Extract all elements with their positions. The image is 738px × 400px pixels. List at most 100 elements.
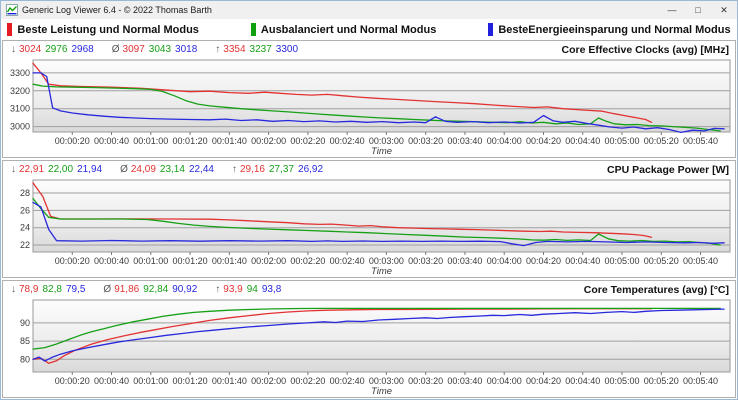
stat-value: 21,94 — [77, 164, 103, 175]
x-axis-title: Time — [371, 266, 392, 277]
stat-value: 3097 — [122, 44, 145, 55]
x-tick-label: 00:01:20 — [173, 136, 208, 146]
stat-group-max: ↑ 3354 3237 3300 — [215, 44, 302, 55]
stat-value: 94 — [246, 284, 258, 295]
x-tick-label: 00:04:20 — [526, 376, 561, 386]
y-tick-label: 85 — [20, 336, 30, 346]
y-tick-label: 28 — [20, 188, 30, 198]
x-tick-label: 00:02:40 — [330, 136, 365, 146]
maximize-button[interactable]: □ — [695, 5, 701, 15]
chart-plot-package-power: 22 24 26 28 00:00:20 00:00:40 00:01:00 00:01:20… — [20, 179, 731, 277]
x-tick-label: 00:04:40 — [565, 376, 600, 386]
x-tick-label: 00:05:20 — [644, 376, 679, 386]
series-line-2 — [32, 308, 725, 362]
y-tick-label: 90 — [20, 318, 30, 328]
max-symbol-icon: ↑ — [231, 164, 237, 175]
stat-group-min: ↓ 78,9 82,8 79,5 — [11, 284, 89, 295]
x-tick-label: 00:02:00 — [251, 376, 286, 386]
stat-value: 23,14 — [159, 164, 185, 175]
min-symbol-icon: ↓ — [11, 44, 16, 55]
x-tick-label: 00:03:40 — [447, 256, 482, 266]
x-tick-label: 00:03:00 — [369, 256, 404, 266]
x-tick-label: 00:02:20 — [290, 136, 325, 146]
panel-header: ↓ 22,91 22,00 21,94 Ø 24,09 23,14 22,44 ↑ 29,16 27… — [3, 161, 735, 178]
legend-item-beste-leistung: Beste Leistung und Normal Modus — [7, 23, 199, 36]
stat-value: 93,9 — [223, 284, 243, 295]
stat-value: 79,5 — [65, 284, 86, 295]
x-tick-label: 00:00:20 — [55, 136, 90, 146]
stat-value: 90,92 — [172, 284, 198, 295]
stat-group-max: ↑ 29,16 27,37 26,92 — [232, 164, 327, 175]
x-tick-label: 00:00:40 — [94, 376, 129, 386]
panel-header: ↓ 78,9 82,8 79,5 Ø 91,86 92,84 90,92 ↑ 93,9 94 93,8… — [3, 281, 735, 298]
x-tick-label: 00:04:00 — [487, 136, 522, 146]
chart-title-package-power: CPU Package Power [W] — [607, 163, 729, 176]
legend-bar: Beste Leistung und Normal Modus Ausbalan… — [1, 19, 737, 40]
x-tick-label: 00:01:20 — [173, 376, 208, 386]
panel-package-power: ↓ 22,91 22,00 21,94 Ø 24,09 23,14 22,44 ↑ 29,16 27… — [2, 160, 736, 278]
y-tick-label: 24 — [20, 223, 30, 233]
y-tick-label: 80 — [20, 354, 30, 364]
titlebar: Generic Log Viewer 6.4 - © 2022 Thomas B… — [1, 1, 737, 19]
avg-symbol-icon: Ø — [120, 164, 128, 175]
legend-swatch-red — [7, 23, 13, 36]
x-tick-label: 00:02:20 — [290, 376, 325, 386]
x-tick-label: 00:05:20 — [644, 256, 679, 266]
series-line-0 — [32, 62, 653, 123]
plot-area — [32, 299, 731, 373]
avg-symbol-icon: Ø — [103, 284, 112, 295]
x-tick-label: 00:02:40 — [330, 256, 365, 266]
chart-title-core-clocks: Core Effective Clocks (avg) [MHz] — [561, 43, 729, 56]
x-tick-label: 00:04:00 — [487, 256, 522, 266]
y-tick-label: 3000 — [10, 122, 30, 132]
legend-swatch-green — [250, 23, 256, 36]
stat-value: 22,00 — [48, 164, 74, 175]
stat-value: 3024 — [19, 44, 42, 55]
x-tick-label: 00:02:20 — [290, 256, 325, 266]
x-tick-label: 00:04:40 — [565, 256, 600, 266]
y-tick-label: 3200 — [10, 86, 30, 96]
stat-value: 2968 — [71, 44, 94, 55]
panel-core-clocks: ↓ 3024 2976 2968 Ø 3097 3043 3018 ↑ 3354 3237 3300 … — [2, 40, 736, 158]
stat-value: 78,9 — [19, 284, 39, 295]
series-line-1 — [32, 197, 721, 246]
max-symbol-icon: ↑ — [215, 44, 221, 55]
x-tick-label: 00:01:00 — [133, 136, 168, 146]
stat-group-min: ↓ 3024 2976 2968 — [11, 44, 98, 55]
x-tick-label: 00:00:20 — [55, 256, 90, 266]
y-tick-label: 3300 — [10, 68, 30, 78]
x-tick-label: 00:05:00 — [604, 256, 639, 266]
panel-header: ↓ 3024 2976 2968 Ø 3097 3043 3018 ↑ 3354 3237 3300 … — [3, 41, 735, 58]
stat-value: 22,91 — [19, 164, 45, 175]
stat-value: 22,44 — [188, 164, 214, 175]
x-axis-title: Time — [371, 146, 392, 157]
x-tick-label: 00:03:40 — [447, 376, 482, 386]
x-tick-label: 00:03:20 — [408, 376, 443, 386]
x-tick-label: 00:04:20 — [526, 136, 561, 146]
x-tick-label: 00:03:40 — [447, 136, 482, 146]
close-button[interactable]: ✕ — [720, 4, 728, 15]
y-tick-label: 22 — [20, 240, 30, 250]
x-tick-label: 00:03:20 — [408, 256, 443, 266]
stat-value: 29,16 — [239, 164, 265, 175]
max-symbol-icon: ↑ — [215, 284, 221, 295]
legend-item-energieeinsparung: BesteEnergieeinsparung und Normal Modus — [488, 23, 731, 36]
stat-value: 26,92 — [298, 164, 324, 175]
x-tick-label: 00:01:20 — [173, 256, 208, 266]
legend-label: BesteEnergieeinsparung und Normal Modus — [498, 23, 731, 36]
series-line-1 — [32, 83, 721, 132]
panel-core-temperatures: ↓ 78,9 82,8 79,5 Ø 91,86 92,84 90,92 ↑ 93,9 94 93,8… — [2, 280, 736, 398]
chart-plot-core-temperatures: 80 85 90 00:00:20 00:00:40 00:01:00 00:01:20 00… — [20, 299, 731, 397]
x-tick-label: 00:01:00 — [133, 256, 168, 266]
chart-plot-core-clocks: 3000 3100 3200 3300 00:00:20 00:00:40 00:01:00… — [10, 59, 731, 157]
app-icon — [6, 4, 18, 16]
x-tick-label: 00:01:40 — [212, 136, 247, 146]
window-title: Generic Log Viewer 6.4 - © 2022 Thomas B… — [22, 5, 212, 15]
stat-value: 3237 — [249, 44, 272, 55]
stat-value: 91,86 — [114, 284, 140, 295]
stat-value: 27,37 — [269, 164, 295, 175]
stat-value: 24,09 — [130, 164, 156, 175]
minimize-button[interactable]: — — [667, 5, 677, 15]
stat-group-avg: Ø 24,09 23,14 22,44 — [120, 164, 218, 175]
